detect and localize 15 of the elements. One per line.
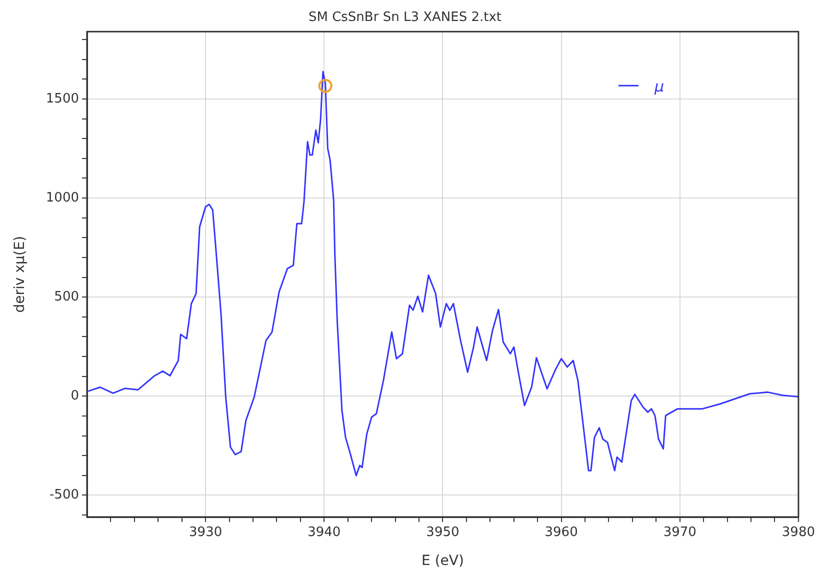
- y-tick-label: 500: [54, 289, 79, 304]
- y-axis-title: deriv xμ(E): [12, 236, 28, 313]
- x-tick-label: 3980: [782, 525, 816, 540]
- y-tick-label: 1000: [46, 190, 79, 206]
- y-tick-label: 1500: [46, 91, 79, 106]
- x-tick-label: 3930: [189, 525, 222, 540]
- x-tick-label: 3970: [663, 525, 696, 540]
- y-tick-label: -500: [49, 488, 79, 503]
- y-tick-label: 0: [70, 388, 79, 404]
- legend-label: μ: [653, 77, 664, 96]
- x-tick-label: 3940: [308, 525, 341, 540]
- x-tick-label: 3960: [544, 525, 578, 540]
- x-axis-title: E (eV): [422, 553, 464, 570]
- chart-title: SM CsSnBr Sn L3 XANES 2.txt: [308, 10, 502, 26]
- x-tick-label: 3950: [426, 525, 460, 540]
